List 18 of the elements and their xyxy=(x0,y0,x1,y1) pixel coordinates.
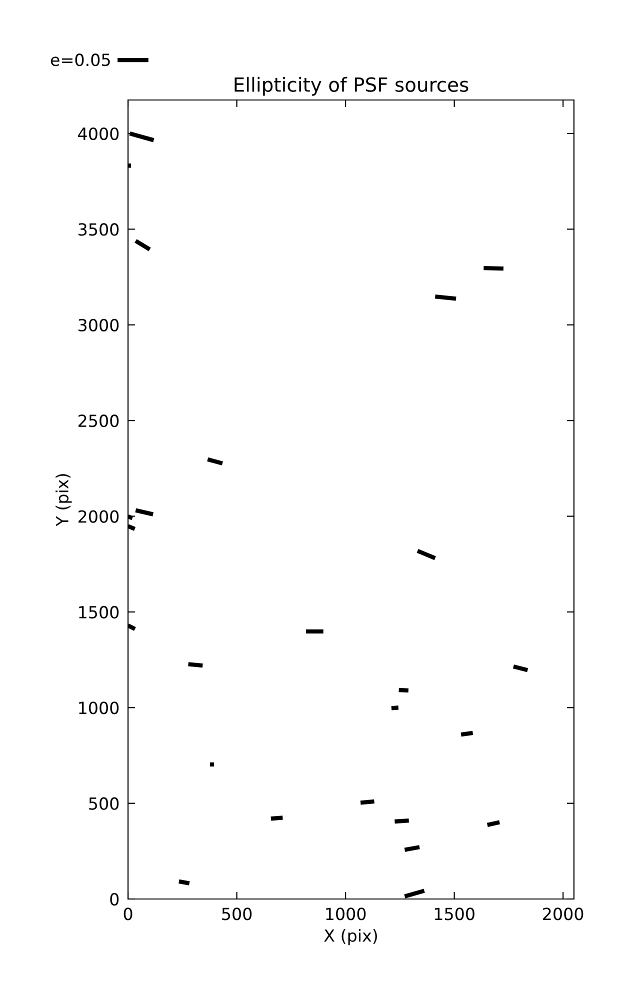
x-axis-title: X (pix) xyxy=(324,929,377,946)
y-tick-label: 1500 xyxy=(79,606,119,619)
y-axis-title: Y (pix) xyxy=(56,474,72,526)
y-tick-label: 4000 xyxy=(78,127,119,140)
x-tick-label: 500 xyxy=(222,908,252,920)
y-tick-label: 2000 xyxy=(78,510,119,523)
y-tick-label: 500 xyxy=(89,797,119,810)
y-tick-label: 0 xyxy=(110,892,119,906)
y-tick-label: 3000 xyxy=(78,318,119,332)
x-tick-label: 2000 xyxy=(543,908,584,920)
chart-title: Ellipticity of PSF sources xyxy=(234,76,468,96)
legend-label: e=0.05 xyxy=(50,54,110,66)
y-tick-label: 2500 xyxy=(78,414,119,428)
x-tick-label: 1500 xyxy=(434,908,474,920)
y-tick-label: 3500 xyxy=(78,223,119,236)
x-tick-label: 1000 xyxy=(326,908,366,920)
x-tick-label: 0 xyxy=(124,908,132,920)
y-tick-label: 1000 xyxy=(79,702,119,714)
